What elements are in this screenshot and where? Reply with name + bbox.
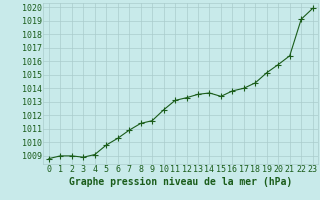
- X-axis label: Graphe pression niveau de la mer (hPa): Graphe pression niveau de la mer (hPa): [69, 177, 292, 187]
